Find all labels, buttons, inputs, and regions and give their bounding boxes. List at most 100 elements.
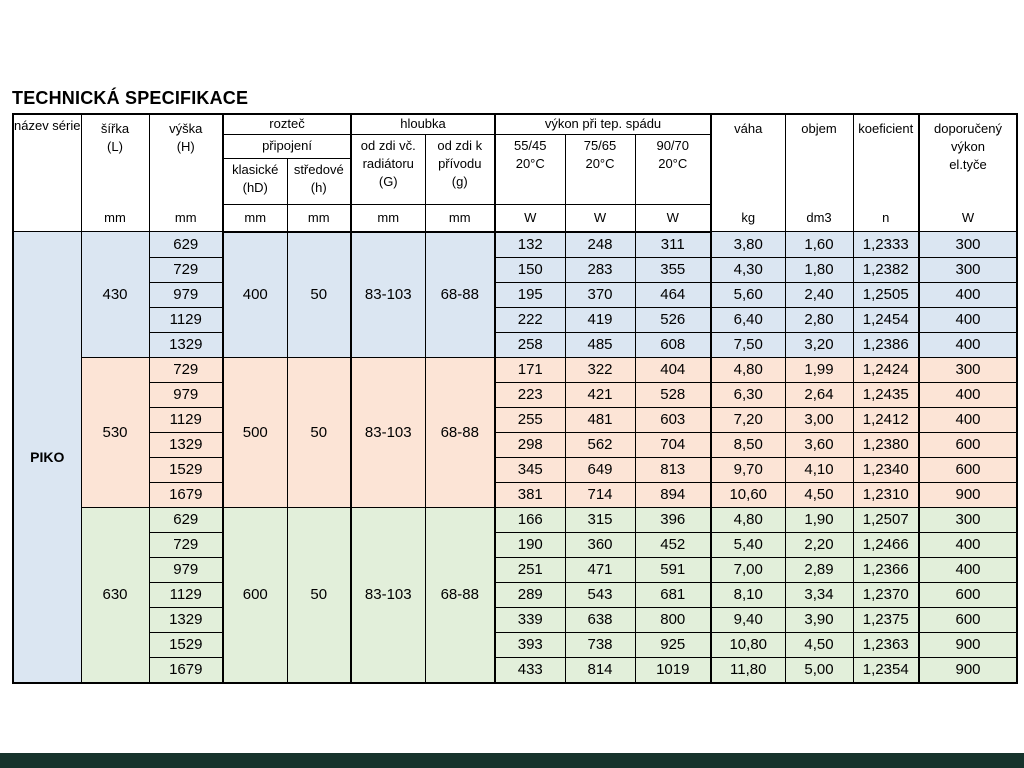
power-9070-cell: 800 (634, 606, 712, 633)
power-9070-cell: 404 (634, 356, 712, 383)
objem-cell: 4,50 (784, 481, 854, 508)
vyska-cell: 1679 (148, 656, 224, 683)
objem-cell: 2,40 (784, 281, 854, 308)
vaha-cell: 8,10 (710, 581, 786, 608)
power-9070-cell: 608 (634, 331, 712, 358)
power-9070-cell: 603 (634, 406, 712, 433)
vyska-cell: 1129 (148, 306, 224, 333)
power-5545-cell: 190 (494, 531, 566, 558)
koeficient-cell: 1,2386 (852, 331, 920, 358)
power-5545-cell: 433 (494, 656, 566, 683)
doporuceny-unit: W (961, 210, 975, 225)
objem-cell: 3,60 (784, 431, 854, 458)
unit-stredove: mm (286, 203, 352, 233)
vaha-cell: 6,30 (710, 381, 786, 408)
unit-t7565: W (564, 203, 636, 233)
power-7565-cell: 370 (564, 281, 636, 308)
power-9070-cell: 813 (634, 456, 712, 483)
power-5545-cell: 381 (494, 481, 566, 508)
koeficient-unit: n (882, 210, 890, 225)
vaha-cell: 4,80 (710, 506, 786, 533)
vyska-cell: 979 (148, 381, 224, 408)
power-9070-cell: 452 (634, 531, 712, 558)
sirka-cell: 430 (80, 231, 150, 358)
vyska-cell: 629 (148, 506, 224, 533)
klasicke-cell: 400 (222, 231, 288, 358)
power-9070-cell: 311 (634, 231, 712, 258)
power-5545-cell: 289 (494, 581, 566, 608)
koeficient-cell: 1,2366 (852, 556, 920, 583)
power-5545-cell: 393 (494, 631, 566, 658)
hloubka-g2-cell: 68-88 (424, 231, 496, 358)
power-7565-cell: 714 (564, 481, 636, 508)
power-7565-cell: 543 (564, 581, 636, 608)
table-row: 979 223 421 528 6,30 2,64 1,2435 400 (13, 381, 1018, 408)
koeficient-cell: 1,2466 (852, 531, 920, 558)
vaha-cell: 7,00 (710, 556, 786, 583)
power-5545-cell: 298 (494, 431, 566, 458)
doporuceny-cell: 400 (918, 306, 1018, 333)
power-5545-cell: 223 (494, 381, 566, 408)
koeficient-cell: 1,2363 (852, 631, 920, 658)
koeficient-cell: 1,2333 (852, 231, 920, 258)
objem-cell: 1,80 (784, 256, 854, 283)
vaha-cell: 10,60 (710, 481, 786, 508)
doporuceny-cell: 900 (918, 631, 1018, 658)
col-header-doporuceny: doporučený výkon el.tyče W (918, 113, 1018, 232)
vaha-cell: 10,80 (710, 631, 786, 658)
vaha-cell: 9,40 (710, 606, 786, 633)
objem-cell: 3,00 (784, 406, 854, 433)
objem-cell: 1,90 (784, 506, 854, 533)
vaha-cell: 4,80 (710, 356, 786, 383)
doporuceny-cell: 600 (918, 431, 1018, 458)
col-header-vykon: výkon při tep. spádu (494, 113, 712, 135)
vaha-cell: 9,70 (710, 456, 786, 483)
koeficient-cell: 1,2505 (852, 281, 920, 308)
table-row: 1129 289 543 681 8,10 3,34 1,2370 600 (13, 581, 1018, 608)
power-7565-cell: 421 (564, 381, 636, 408)
doporuceny-cell: 400 (918, 331, 1018, 358)
klasicke-cell: 500 (222, 356, 288, 508)
hloubka-g-cell: 83-103 (350, 506, 426, 683)
vaha-cell: 5,60 (710, 281, 786, 308)
vyska-cell: 629 (148, 231, 224, 258)
objem-cell: 2,20 (784, 531, 854, 558)
vyska-cell: 729 (148, 531, 224, 558)
koeficient-cell: 1,2380 (852, 431, 920, 458)
table-row: 1679 433 814 1019 11,80 5,00 1,2354 900 (13, 656, 1018, 683)
header-klasicke: klasické (hD) (222, 157, 288, 205)
objem-cell: 4,10 (784, 456, 854, 483)
doporuceny-cell: 400 (918, 281, 1018, 308)
koeficient-label: koeficient (858, 121, 914, 136)
power-5545-cell: 339 (494, 606, 566, 633)
koeficient-cell: 1,2340 (852, 456, 920, 483)
doporuceny-cell: 600 (918, 581, 1018, 608)
power-9070-cell: 591 (634, 556, 712, 583)
vyska-cell: 1529 (148, 631, 224, 658)
stredove-cell: 50 (286, 356, 352, 508)
power-5545-cell: 258 (494, 331, 566, 358)
vyska-cell: 1129 (148, 581, 224, 608)
col-header-roztec: rozteč (222, 113, 352, 135)
doporuceny-cell: 300 (918, 356, 1018, 383)
unit-od-zdi-vc: mm (350, 203, 426, 233)
power-5545-cell: 195 (494, 281, 566, 308)
power-5545-cell: 171 (494, 356, 566, 383)
vyska-cell: 1529 (148, 456, 224, 483)
table-row: 979 195 370 464 5,60 2,40 1,2505 400 (13, 281, 1018, 308)
objem-label: objem (801, 121, 837, 136)
koeficient-cell: 1,2454 (852, 306, 920, 333)
table-row: 1529 345 649 813 9,70 4,10 1,2340 600 (13, 456, 1018, 483)
vaha-label: váha (734, 121, 763, 136)
objem-unit: dm3 (806, 210, 832, 225)
power-5545-cell: 132 (494, 231, 566, 258)
table-row: 1129 255 481 603 7,20 3,00 1,2412 400 (13, 406, 1018, 433)
bottom-bar (0, 753, 1024, 768)
power-7565-cell: 248 (564, 231, 636, 258)
vaha-cell: 8,50 (710, 431, 786, 458)
koeficient-cell: 1,2382 (852, 256, 920, 283)
col-header-hloubka: hloubka (350, 113, 496, 135)
power-9070-cell: 894 (634, 481, 712, 508)
power-7565-cell: 283 (564, 256, 636, 283)
power-7565-cell: 315 (564, 506, 636, 533)
